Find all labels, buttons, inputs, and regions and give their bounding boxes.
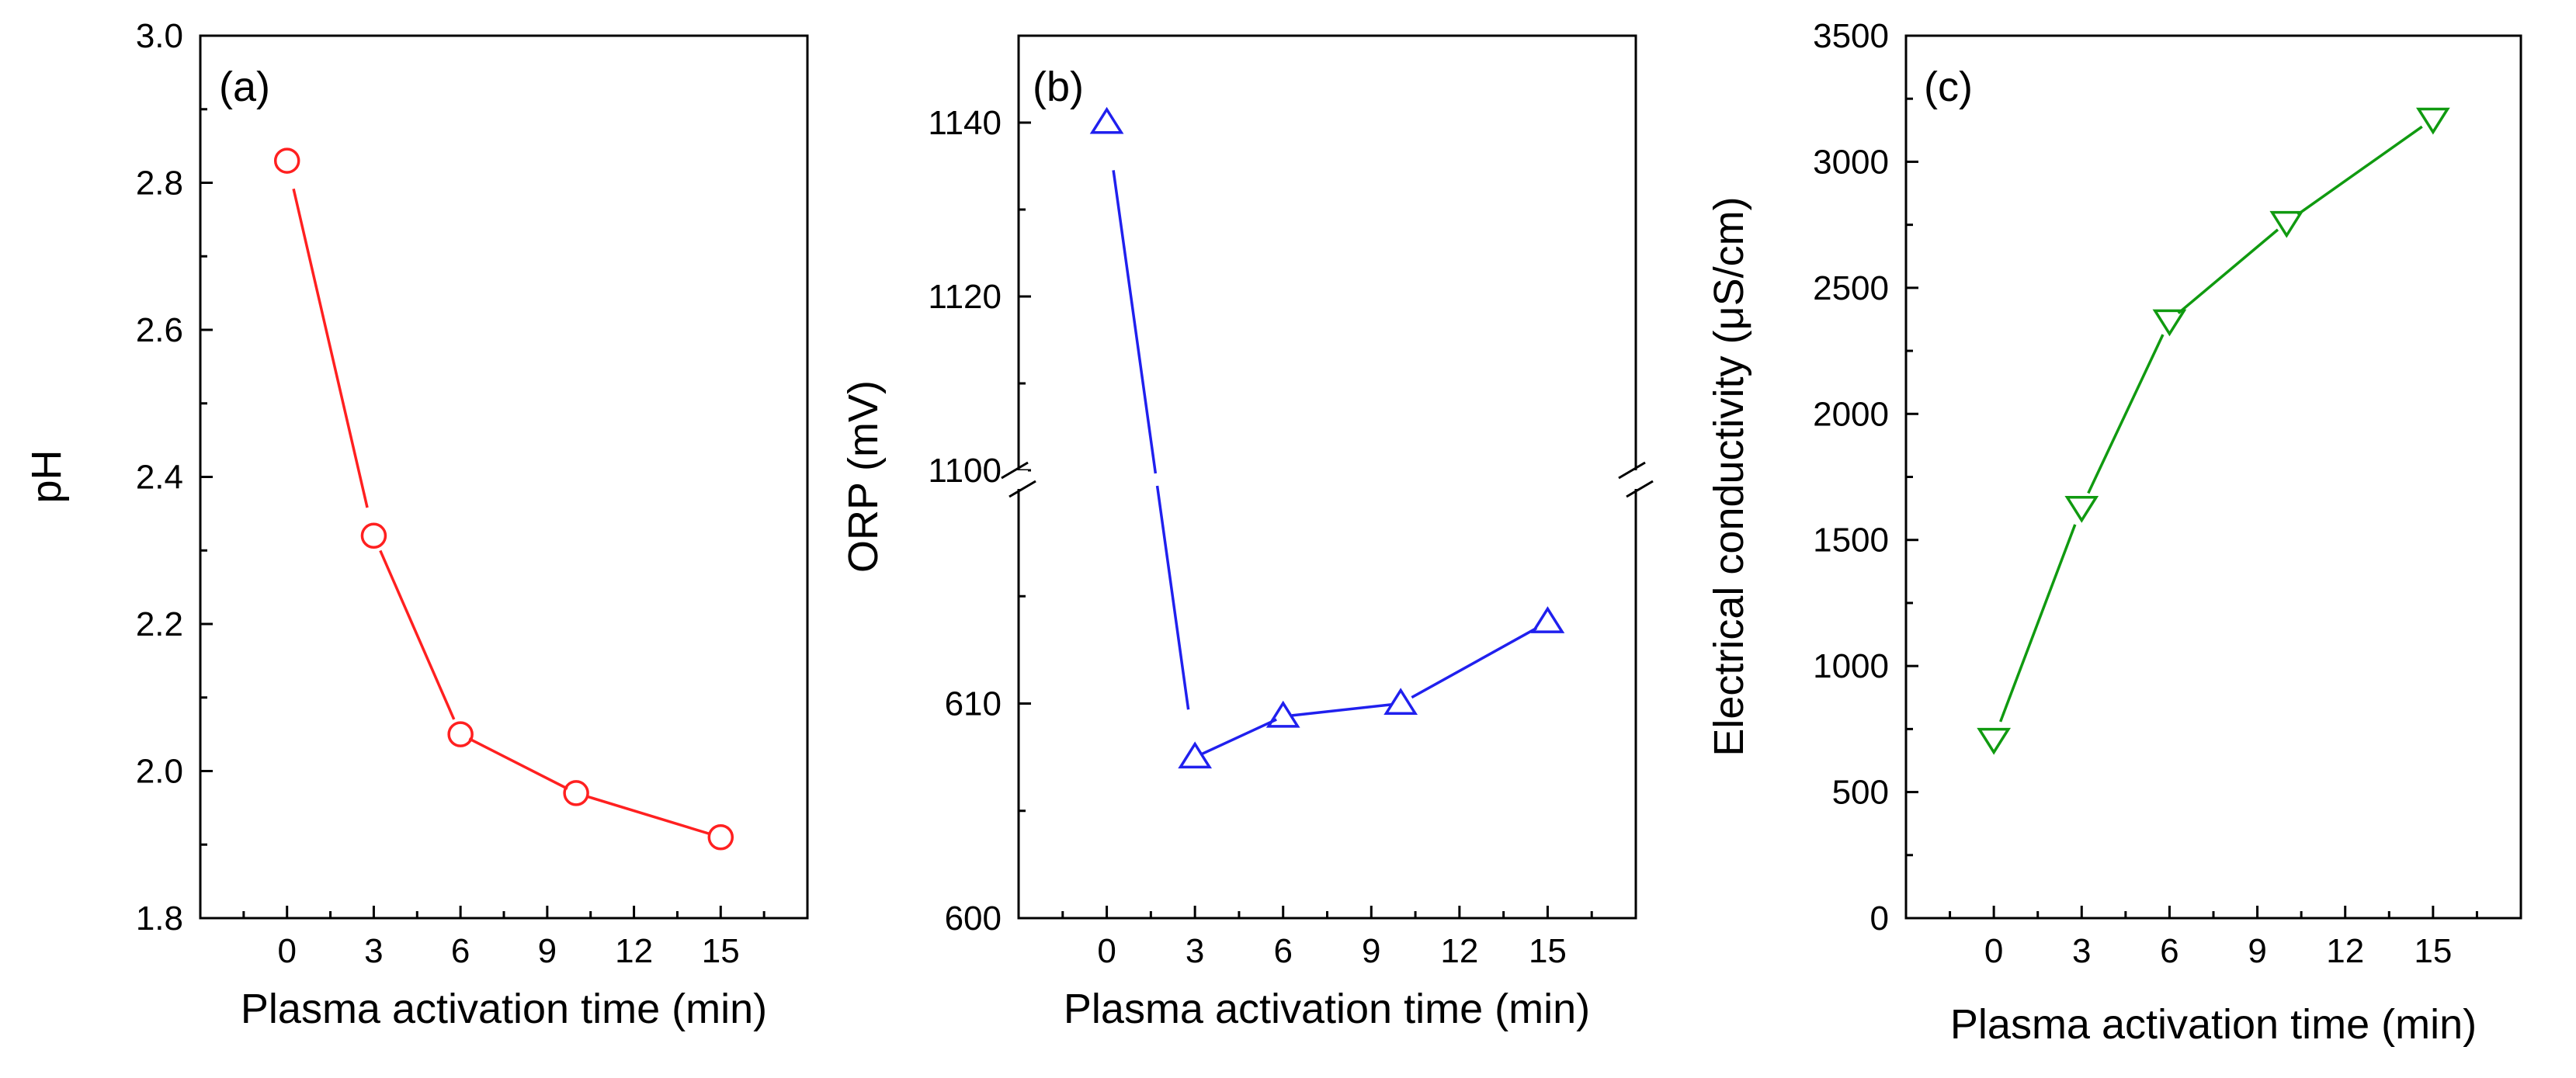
series-line	[1291, 703, 1392, 717]
panel-a-frame	[199, 34, 809, 920]
y-tick-label: 2500	[1813, 269, 1889, 307]
axis-break-mark	[1618, 461, 1646, 480]
y-tick-label: 2.2	[136, 605, 183, 643]
x-tick-label: 12	[1440, 932, 1478, 970]
series-line	[1155, 485, 1190, 710]
panel-b: (b) Plasma activation time (min) ORP (mV…	[840, 34, 1654, 1032]
series-line	[2177, 228, 2279, 314]
y-tick-label: 0	[1870, 899, 1889, 938]
x-tick-label: 15	[1529, 932, 1567, 970]
y-tick-label: 2.4	[136, 459, 183, 497]
y-tick-label: 3.0	[136, 17, 183, 55]
panel-a-x-axis: 0 3 6 9 12 15	[242, 906, 766, 970]
axis-break-mark	[1626, 480, 1654, 498]
data-point	[1383, 688, 1418, 715]
x-tick-label: 0	[1097, 932, 1116, 970]
panel-b-axis-break	[1001, 461, 1654, 498]
axis-break-gap	[1009, 470, 1028, 489]
panel-c-label: (c)	[1924, 64, 1973, 110]
data-point	[1265, 700, 1300, 728]
x-tick-label: 15	[702, 932, 740, 970]
panel-a-xlabel: Plasma activation time (min)	[241, 986, 767, 1032]
x-tick-label: 6	[2160, 932, 2178, 970]
panel-b-series	[1089, 106, 1565, 769]
x-tick-label: 3	[2072, 932, 2091, 970]
data-point	[563, 780, 589, 806]
data-point	[2269, 210, 2304, 238]
y-tick-label: 1000	[1813, 647, 1889, 685]
panel-c-x-axis: 0 3 6 9 12 15	[1949, 906, 2478, 970]
data-point	[447, 721, 474, 747]
y-tick-label: 1.8	[136, 899, 183, 938]
x-tick-label: 15	[2414, 932, 2452, 970]
y-tick-label: 600	[945, 899, 1002, 938]
x-tick-label: 0	[277, 932, 296, 970]
y-tick-label: 1120	[928, 278, 1002, 316]
series-line	[1200, 718, 1277, 756]
data-point	[1530, 606, 1565, 633]
panel-c: (c) Plasma activation time (min) Electri…	[1706, 17, 2522, 1048]
x-tick-label: 9	[1362, 932, 1380, 970]
panel-a-label: (a)	[219, 64, 270, 110]
panel-b-frame	[1017, 34, 1637, 920]
series-line	[2297, 125, 2423, 216]
y-tick-label: 1140	[928, 104, 1002, 142]
panel-a-y-axis: 1.8 2.0 2.2 2.4 2.6 2.8 3.0	[136, 17, 213, 938]
data-point	[1977, 727, 2012, 755]
y-tick-label: 2000	[1813, 395, 1889, 433]
axis-break-gap	[1626, 470, 1645, 489]
panel-c-series	[1977, 107, 2450, 755]
panel-b-ylabel: ORP (mV)	[840, 380, 887, 573]
panel-b-label: (b)	[1033, 64, 1084, 110]
y-tick-label: 1500	[1813, 522, 1889, 560]
data-point	[360, 522, 387, 549]
series-line	[1411, 626, 1538, 699]
x-tick-label: 9	[2248, 932, 2266, 970]
panel-c-xlabel: Plasma activation time (min)	[1950, 1001, 2477, 1048]
panel-b-x-axis: 0 3 6 9 12 15	[1061, 906, 1593, 970]
y-tick-label: 3000	[1813, 143, 1889, 181]
data-point	[2415, 107, 2450, 135]
panel-c-frame	[1904, 34, 2522, 920]
panel-a: (a) Plasma activation time (min) pH 0 3 6 9…	[23, 17, 809, 1032]
panel-c-ylabel: Electrical conductivity (μS/cm)	[1706, 196, 1752, 756]
x-tick-label: 6	[1273, 932, 1292, 970]
series-line	[292, 188, 369, 508]
x-tick-label: 0	[1984, 932, 2003, 970]
axis-break-mark	[1001, 461, 1029, 480]
x-tick-label: 9	[538, 932, 557, 970]
y-tick-label: 2.0	[136, 753, 183, 791]
panel-b-xlabel: Plasma activation time (min)	[1064, 986, 1590, 1032]
y-tick-label: 2.8	[136, 165, 183, 203]
series-line	[1112, 170, 1158, 474]
data-point	[1089, 106, 1124, 134]
data-point	[2152, 309, 2187, 337]
y-tick-label: 610	[945, 685, 1002, 723]
series-line	[379, 549, 456, 720]
data-point	[707, 824, 734, 851]
data-point	[1178, 741, 1213, 769]
panel-b-y-axis: 600 610 1100 1120 1140	[928, 104, 1031, 938]
axis-break-mark	[1009, 480, 1036, 498]
x-tick-label: 6	[451, 932, 470, 970]
panel-c-y-axis: 0 500 1000 1500 2000 2500 3000 3500	[1813, 17, 1918, 938]
y-tick-label: 1100	[928, 452, 1002, 490]
series-line	[2087, 334, 2165, 494]
series-line	[586, 795, 710, 836]
series-line	[468, 737, 568, 790]
data-point	[2064, 495, 2099, 523]
x-tick-label: 3	[1186, 932, 1204, 970]
y-tick-label: 2.6	[136, 311, 183, 349]
x-tick-label: 12	[615, 932, 653, 970]
series-line	[1998, 524, 2077, 723]
y-tick-label: 3500	[1813, 17, 1889, 55]
y-tick-label: 500	[1832, 774, 1889, 812]
panel-a-series	[273, 147, 734, 851]
x-tick-label: 3	[364, 932, 383, 970]
data-point	[273, 147, 300, 174]
panel-a-ylabel: pH	[23, 449, 70, 503]
x-tick-label: 12	[2326, 932, 2364, 970]
